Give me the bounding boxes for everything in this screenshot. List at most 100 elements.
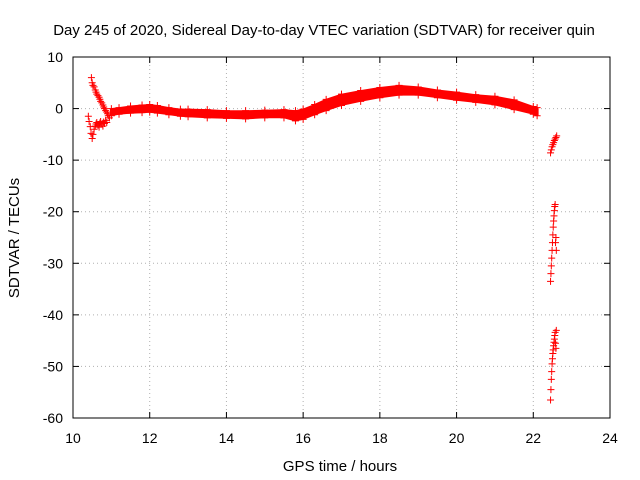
data-point [176, 112, 184, 120]
data-point [357, 87, 365, 95]
data-point [280, 106, 288, 114]
y-tick-label: -20 [43, 204, 63, 220]
data-point [94, 92, 102, 100]
data-point [553, 132, 561, 140]
data-point [338, 90, 345, 98]
data-point [291, 117, 299, 125]
data-point [184, 105, 192, 113]
data-point [433, 86, 441, 94]
data-point [153, 109, 161, 117]
data-point [165, 111, 173, 119]
data-point [395, 91, 403, 99]
y-tick-label: -50 [43, 358, 63, 374]
data-point [395, 81, 403, 89]
data-point [529, 110, 537, 118]
data-point [138, 101, 146, 109]
data-point [89, 81, 97, 89]
plot-frame [72, 56, 611, 419]
x-tick-label: 20 [449, 430, 465, 446]
data-point [472, 98, 480, 106]
data-point [376, 94, 384, 102]
data-point [87, 74, 95, 82]
data-point [103, 108, 111, 116]
data-point [414, 83, 422, 91]
data-point [90, 125, 98, 133]
data-point [551, 135, 559, 143]
data-point [88, 134, 96, 142]
data-point [146, 100, 154, 108]
x-tick-label: 18 [372, 430, 388, 446]
data-point [176, 105, 184, 113]
y-tick-label: 10 [47, 49, 63, 65]
data-point [547, 277, 555, 285]
data-point [107, 105, 115, 113]
data-point [242, 107, 250, 115]
data-point [138, 109, 146, 117]
data-point [547, 149, 555, 157]
y-tick-label: -30 [43, 255, 63, 271]
data-point [491, 101, 499, 109]
data-band-band-main [109, 84, 539, 122]
data-point [547, 146, 555, 154]
data-point [311, 111, 319, 119]
data-point [547, 375, 555, 383]
data-point [115, 110, 123, 118]
data-point [86, 123, 94, 131]
data-point [261, 114, 269, 122]
data-point [203, 114, 211, 122]
data-point [89, 130, 97, 138]
data-point [453, 96, 461, 104]
data-point [547, 386, 555, 394]
data-point [547, 396, 555, 404]
data-point [533, 104, 541, 112]
x-tick-label: 16 [295, 430, 311, 446]
data-point [322, 95, 330, 103]
data-point [165, 104, 173, 112]
data-point [547, 262, 555, 270]
data-point [552, 344, 560, 352]
data-point [87, 129, 95, 137]
data-point [548, 254, 556, 262]
data-point [510, 96, 518, 104]
data-point [203, 106, 211, 114]
data-point [222, 114, 230, 122]
data-point [376, 83, 384, 91]
data-point [100, 103, 108, 111]
x-axis-label: GPS time / hours [283, 458, 397, 475]
axis-ticks: 10 12 14 16 18 20 22 24 10 0 -10 -20 -30 -40 -50 -60 [43, 49, 618, 446]
data-point [549, 223, 557, 231]
y-tick-label: -40 [43, 307, 63, 323]
data-point [533, 112, 541, 120]
data-point [85, 117, 93, 125]
data-point [103, 118, 111, 126]
data-point [311, 100, 319, 108]
data-point [84, 112, 92, 120]
data-point [127, 102, 135, 110]
y-tick-label: -10 [43, 152, 63, 168]
x-tick-label: 10 [65, 430, 81, 446]
data-point [548, 368, 556, 376]
data-point [529, 103, 537, 111]
data-point [552, 326, 560, 334]
x-tick-label: 24 [602, 430, 618, 446]
data-point [127, 109, 135, 117]
data-point [550, 137, 558, 145]
data-point [261, 106, 269, 114]
y-tick-label: -60 [43, 410, 63, 426]
x-tick-label: 14 [219, 430, 235, 446]
data-point [115, 104, 123, 112]
data-point [242, 115, 250, 123]
data-point [222, 107, 230, 115]
data-point [472, 91, 480, 99]
data-point [547, 270, 555, 278]
data-point [105, 114, 113, 122]
chart-title: Day 245 of 2020, Sidereal Day-to-day VTE… [53, 22, 595, 39]
data-points [84, 74, 561, 404]
data-point [299, 115, 307, 123]
x-tick-label: 22 [525, 430, 541, 446]
data-point [552, 133, 560, 141]
data-point [357, 97, 365, 105]
data-point [90, 83, 98, 91]
data-point [291, 107, 299, 115]
